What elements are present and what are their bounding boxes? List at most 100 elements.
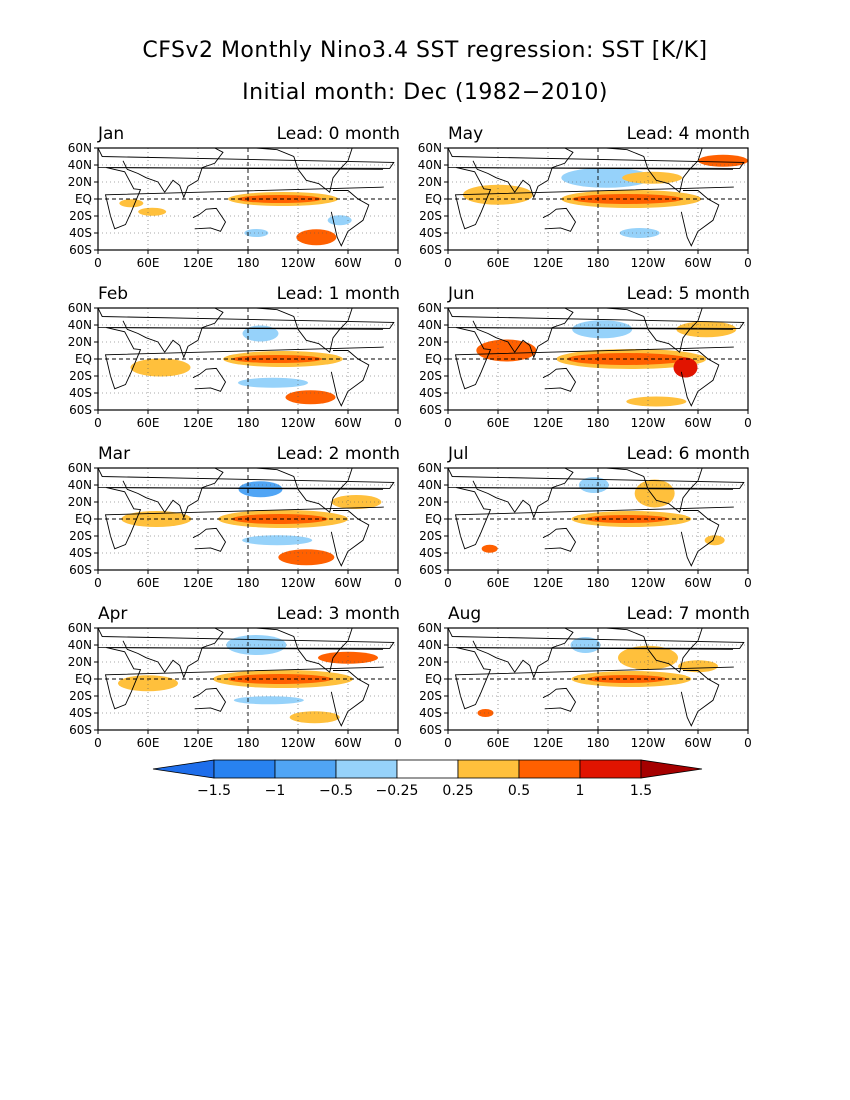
coastline	[122, 468, 224, 519]
panel-lead-label: Lead: 1 month	[276, 284, 400, 304]
coastline	[122, 148, 224, 199]
coastline	[330, 510, 370, 567]
map-panel: Mar Lead: 2 month 60N 40N 20N EQ 20S 40S 60S 0 60E…	[58, 444, 403, 596]
lat-tick-label: 40S	[419, 706, 442, 720]
lon-tick-label: 60E	[487, 736, 510, 750]
coastline	[448, 148, 745, 169]
sst-anomaly-region	[242, 325, 279, 342]
lat-tick-label: 40N	[68, 638, 92, 652]
sst-anomaly-region	[318, 651, 378, 664]
colorbar-swatch	[457, 759, 520, 779]
lon-tick-label: 60E	[137, 256, 160, 270]
coastline	[256, 148, 353, 193]
lat-tick-label: 20N	[418, 495, 442, 509]
panel-lead-label: Lead: 3 month	[276, 604, 400, 624]
sst-anomaly-region	[231, 514, 328, 524]
sst-anomaly-region	[138, 207, 167, 216]
lon-tick-label: 120E	[183, 576, 214, 590]
sst-anomaly-region	[130, 358, 191, 377]
lat-tick-label: 40S	[419, 386, 442, 400]
lon-tick-label: 0	[394, 736, 402, 750]
sst-anomaly-region	[626, 396, 687, 407]
colorbar-swatch	[335, 759, 398, 779]
colorbar-tick-label: 1	[576, 783, 585, 799]
lon-tick-label: 60W	[684, 256, 711, 270]
panel-month-label: Feb	[98, 284, 129, 304]
lon-tick-label: 180	[237, 576, 260, 590]
coastline	[606, 628, 703, 673]
sst-anomaly-region	[232, 355, 323, 363]
colorbar-tick-label: −0.5	[319, 783, 353, 799]
coastline	[472, 468, 574, 519]
colorbar-tick-label: −1.5	[197, 783, 231, 799]
colorbar-tick-label: −0.25	[376, 783, 419, 799]
colorbar-swatch	[396, 759, 459, 779]
lat-tick-label: EQ	[425, 672, 442, 686]
sst-anomaly-region	[567, 353, 688, 365]
panel-lead-label: Lead: 5 month	[626, 284, 750, 304]
lat-tick-label: 20N	[68, 335, 92, 349]
colorbar-tick-label: 1.5	[630, 783, 652, 799]
sst-anomaly-region	[578, 477, 609, 493]
lat-tick-label: 20N	[418, 655, 442, 669]
coastline	[542, 207, 577, 232]
lon-tick-label: 120W	[281, 256, 316, 270]
lat-tick-label: 20N	[418, 335, 442, 349]
lat-tick-label: 40N	[418, 478, 442, 492]
sst-anomaly-region	[587, 675, 668, 683]
map-panel: Apr Lead: 3 month 60N 40N 20N EQ 20S 40S 60S 0 60E…	[58, 604, 403, 756]
lon-tick-label: 0	[394, 256, 402, 270]
colorbar: −1.5 −1 −0.5 −0.25 0.25 0.5 1 1.5	[152, 759, 703, 799]
lat-tick-label: 20S	[419, 529, 442, 543]
colorbar-swatch	[152, 759, 215, 779]
lat-tick-label: EQ	[75, 512, 92, 526]
coastline	[104, 327, 384, 390]
panel-month-label: Aug	[448, 604, 482, 624]
lon-tick-label: 60W	[684, 576, 711, 590]
lat-tick-label: 20S	[419, 689, 442, 703]
map-panel: May Lead: 4 month 60N 40N 20N EQ 20S 40S 60S 0 60E…	[408, 124, 753, 276]
coastline	[606, 308, 703, 353]
lat-tick-label: 20S	[419, 369, 442, 383]
figure-title: CFSv2 Monthly Nino3.4 SST regression: SS…	[142, 38, 708, 63]
coastline	[192, 367, 227, 392]
coastline	[330, 670, 370, 727]
lon-tick-label: 0	[94, 576, 102, 590]
sst-anomaly-region	[618, 645, 678, 670]
coastline	[448, 628, 745, 649]
sst-anomaly-region	[570, 637, 601, 653]
lon-tick-label: 60W	[684, 736, 711, 750]
lat-tick-label: EQ	[425, 352, 442, 366]
lat-tick-label: 40N	[68, 318, 92, 332]
panel-lead-label: Lead: 4 month	[626, 124, 750, 144]
coastline	[606, 468, 703, 513]
lat-tick-label: 40S	[69, 546, 92, 560]
lon-tick-label: 120W	[281, 416, 316, 430]
lat-tick-label: 40N	[418, 638, 442, 652]
sst-anomaly-region	[622, 171, 683, 184]
lon-tick-label: 180	[587, 416, 610, 430]
sst-anomaly-region	[278, 549, 335, 566]
panel-lead-label: Lead: 7 month	[626, 604, 750, 624]
lon-tick-label: 180	[587, 576, 610, 590]
coastline	[122, 308, 224, 359]
colorbar-swatch	[518, 759, 581, 779]
coastline	[330, 350, 370, 407]
lat-tick-label: 20S	[69, 369, 92, 383]
coastline	[542, 687, 577, 712]
lon-tick-label: 0	[444, 256, 452, 270]
sst-anomaly-region	[619, 228, 660, 238]
sst-anomaly-region	[561, 167, 652, 188]
lon-tick-label: 120W	[281, 576, 316, 590]
coastline	[256, 468, 353, 513]
lat-tick-label: 60N	[68, 301, 92, 315]
colorbar-swatch	[213, 759, 276, 779]
lat-tick-label: 60N	[418, 621, 442, 635]
lat-tick-label: EQ	[75, 352, 92, 366]
lon-tick-label: 60E	[487, 576, 510, 590]
